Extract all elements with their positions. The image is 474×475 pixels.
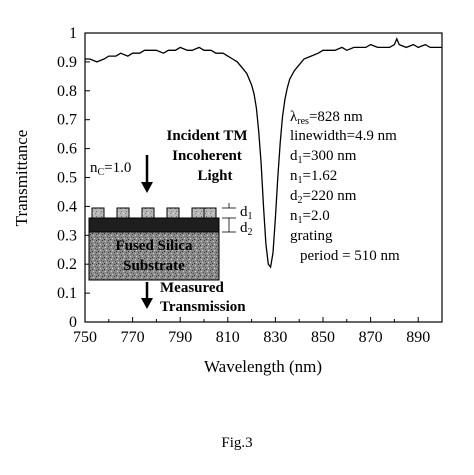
- x-tick-label: 890: [406, 329, 430, 346]
- param-d2: d2=220 nm: [290, 188, 357, 206]
- y-tick-label: 1: [69, 25, 77, 42]
- x-tick-label: 850: [311, 329, 335, 346]
- param-grating: grating: [290, 228, 333, 244]
- incident-label-line2: Incoherent: [172, 148, 242, 164]
- grating-tooth: [141, 207, 155, 219]
- y-tick-labels: 0 0.1 0.2 0.3 0.4 0.5 0.6 0.7 0.8 0.9 1: [57, 25, 77, 331]
- transmittance-series-line: [85, 37, 442, 269]
- nc-label: nC=1.0: [90, 160, 131, 178]
- incident-arrow: [141, 155, 153, 193]
- grating-tooth: [116, 207, 130, 219]
- y-tick-label: 0.6: [57, 141, 77, 158]
- x-ticks: [84, 317, 443, 322]
- y-tick-label: 0.8: [57, 83, 77, 100]
- y-tick-label: 0.3: [57, 227, 77, 244]
- waveguide-layer: [88, 217, 220, 233]
- y-tick-label: 0.9: [57, 54, 77, 71]
- y-tick-label: 0.4: [57, 198, 77, 215]
- y-axis-label: Transmittance: [12, 130, 31, 227]
- x-tick-label: 810: [216, 329, 240, 346]
- parameter-annotations: λres=828 nm linewidth=4.9 nm d1=300 nm n…: [290, 109, 400, 264]
- substrate-label-line1: Fused Silica: [115, 238, 193, 254]
- param-n1: n1=1.62: [290, 168, 337, 186]
- y-tick-label: 0: [69, 314, 77, 331]
- d2-marker-label: d2: [240, 220, 253, 238]
- x-tick-label: 750: [73, 329, 97, 346]
- x-axis-label: Wavelength (nm): [204, 357, 322, 376]
- x-tick-label: 790: [168, 329, 192, 346]
- x-tick-label: 870: [359, 329, 383, 346]
- x-tick-labels: 750 770 790 810 830 850 870 890: [73, 329, 430, 346]
- x-tick-label: 770: [121, 329, 145, 346]
- param-lambda-res: λres=828 nm: [290, 109, 363, 127]
- y-tick-label: 0.1: [57, 285, 77, 302]
- substrate-block: [88, 231, 220, 281]
- param-linewidth: linewidth=4.9 nm: [290, 128, 397, 144]
- substrate-label-line2: Substrate: [123, 258, 185, 274]
- param-n1-second: n1=2.0: [290, 208, 330, 226]
- measured-label-line1: Measured: [160, 280, 225, 296]
- grating-tooth: [166, 207, 180, 219]
- incident-label-line1: Incident TM: [167, 128, 248, 144]
- param-period: period = 510 nm: [300, 248, 400, 264]
- measured-label-line2: Transmission: [160, 299, 246, 315]
- figure-caption: Fig.3: [221, 435, 252, 451]
- y-tick-label: 0.7: [57, 112, 77, 129]
- grating-tooth: [203, 207, 217, 219]
- grating-diagram: Fused Silica Substrate d1 d2: [88, 203, 253, 281]
- y-tick-label: 0.2: [57, 256, 77, 273]
- y-tick-label: 0.5: [57, 170, 77, 187]
- grating-tooth: [191, 207, 205, 219]
- x-tick-label: 830: [263, 329, 287, 346]
- incident-label-line3: Light: [197, 168, 232, 184]
- measured-arrow: [141, 282, 153, 309]
- param-d1: d1=300 nm: [290, 148, 357, 166]
- grating-tooth: [91, 207, 105, 219]
